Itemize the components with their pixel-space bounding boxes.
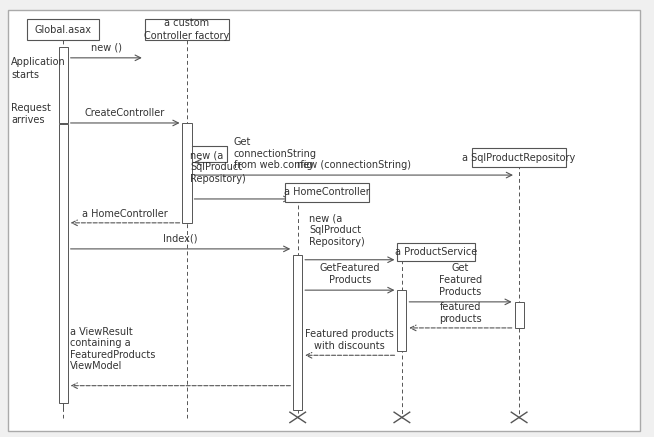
Text: new (connectionString): new (connectionString)	[297, 160, 411, 170]
Text: Get
connectionString
from web.config: Get connectionString from web.config	[234, 137, 317, 170]
FancyBboxPatch shape	[182, 123, 192, 223]
FancyBboxPatch shape	[59, 47, 68, 123]
Text: a SqlProductRepository: a SqlProductRepository	[462, 153, 576, 163]
FancyBboxPatch shape	[293, 255, 302, 409]
Text: a ProductService: a ProductService	[395, 247, 477, 257]
Text: a custom
Controller factory: a custom Controller factory	[145, 18, 230, 41]
Text: Request
arrives: Request arrives	[11, 103, 51, 125]
Text: a ViewResult
containing a
FeaturedProducts
ViewModel: a ViewResult containing a FeaturedProduc…	[70, 326, 155, 371]
FancyBboxPatch shape	[398, 243, 475, 261]
FancyBboxPatch shape	[515, 302, 524, 328]
Text: new (a
SqlProduct
Repository): new (a SqlProduct Repository)	[190, 151, 246, 184]
FancyBboxPatch shape	[398, 290, 406, 351]
FancyBboxPatch shape	[59, 124, 68, 403]
Text: CreateController: CreateController	[85, 108, 165, 118]
Text: a HomeController: a HomeController	[284, 187, 370, 198]
FancyBboxPatch shape	[284, 183, 370, 202]
FancyBboxPatch shape	[8, 10, 640, 431]
Text: featured
products: featured products	[439, 302, 482, 323]
Text: new (a
SqlProduct
Repository): new (a SqlProduct Repository)	[309, 214, 365, 247]
Text: new (): new ()	[91, 43, 122, 52]
Text: Application
starts: Application starts	[11, 58, 66, 80]
FancyBboxPatch shape	[472, 148, 566, 167]
Text: Featured products
with discounts: Featured products with discounts	[305, 329, 394, 351]
Text: GetFeatured
Products: GetFeatured Products	[320, 264, 380, 285]
FancyBboxPatch shape	[27, 19, 99, 40]
Text: a HomeController: a HomeController	[82, 208, 168, 218]
Text: Index(): Index()	[164, 234, 198, 244]
FancyBboxPatch shape	[145, 19, 230, 40]
Text: Get
Featured
Products: Get Featured Products	[439, 264, 482, 297]
Text: Global.asax: Global.asax	[35, 24, 92, 35]
